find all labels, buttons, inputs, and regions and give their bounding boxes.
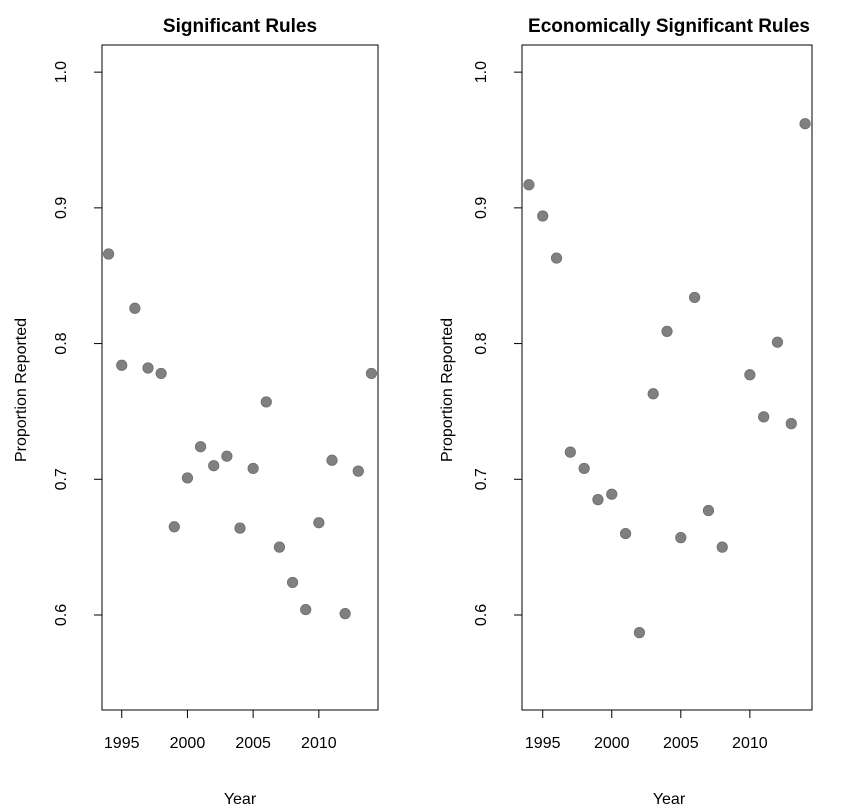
data-point xyxy=(550,252,563,264)
data-point xyxy=(142,362,154,374)
data-point xyxy=(619,527,632,540)
data-point xyxy=(716,541,728,553)
points xyxy=(523,118,811,639)
data-point xyxy=(675,532,687,544)
data-point xyxy=(758,411,770,423)
ticks: 1995 2000 2005 2010 0.6 0.7 0.8 0.9 1.0 xyxy=(53,61,337,752)
data-point xyxy=(785,418,797,430)
data-point xyxy=(689,291,701,304)
data-point xyxy=(523,179,535,191)
data-point xyxy=(606,488,618,500)
y-tick-label: 1.0 xyxy=(53,61,70,83)
data-point xyxy=(326,454,338,466)
y-tick-label: 0.6 xyxy=(473,604,490,626)
data-point xyxy=(273,541,286,553)
data-point xyxy=(247,462,259,475)
x-tick-label: 2010 xyxy=(732,735,768,752)
data-point xyxy=(116,359,128,371)
plot-frame xyxy=(101,44,379,711)
data-point xyxy=(286,576,299,589)
data-point xyxy=(744,369,756,381)
data-point xyxy=(661,325,673,337)
y-tick-label: 0.6 xyxy=(53,604,70,626)
ticks: 1995 2000 2005 2010 0.6 0.7 0.8 0.9 1.0 xyxy=(473,61,768,752)
data-point xyxy=(234,522,246,534)
y-tick-label: 0.7 xyxy=(53,468,70,490)
data-point xyxy=(647,388,659,400)
data-point xyxy=(352,465,364,477)
data-point xyxy=(702,504,715,517)
data-point xyxy=(564,446,576,458)
data-point xyxy=(129,302,141,314)
data-point xyxy=(181,472,194,484)
x-tick-label: 1995 xyxy=(104,735,140,752)
chart-title: Significant Rules xyxy=(163,16,317,37)
x-tick-label: 2000 xyxy=(170,735,206,752)
x-tick-label: 2010 xyxy=(301,735,337,752)
data-point xyxy=(208,460,220,472)
data-point xyxy=(221,450,233,462)
data-point xyxy=(260,396,272,408)
y-tick-label: 0.7 xyxy=(473,468,490,490)
x-tick-label: 1995 xyxy=(525,735,561,752)
panel-significant-rules: Significant Rules 1995 2000 2005 2010 0.6 0.7… xyxy=(13,16,379,806)
y-tick-label: 1.0 xyxy=(473,61,490,83)
data-point xyxy=(365,367,378,380)
chart-title: Economically Significant Rules xyxy=(528,16,810,37)
data-point xyxy=(633,627,645,639)
data-point xyxy=(771,336,784,348)
y-axis-label: Proportion Reported xyxy=(13,318,30,462)
x-tick-label: 2005 xyxy=(235,735,271,752)
data-point xyxy=(194,441,207,453)
data-point xyxy=(102,248,115,260)
x-tick-label: 2005 xyxy=(663,735,699,752)
data-point xyxy=(313,517,325,529)
plot-frame xyxy=(521,44,813,711)
data-point xyxy=(155,367,167,380)
y-tick-label: 0.9 xyxy=(473,197,490,219)
data-point xyxy=(339,608,351,620)
data-point xyxy=(578,462,590,475)
x-axis-label: Year xyxy=(224,791,257,806)
x-axis-label: Year xyxy=(653,791,686,806)
x-tick-label: 2000 xyxy=(594,735,630,752)
data-point xyxy=(537,210,549,222)
data-point xyxy=(300,603,312,616)
data-point xyxy=(592,494,604,506)
y-axis-label: Proportion Reported xyxy=(439,318,456,462)
y-tick-label: 0.9 xyxy=(53,197,70,219)
data-point xyxy=(168,521,180,533)
y-tick-label: 0.8 xyxy=(473,332,490,354)
y-tick-label: 0.8 xyxy=(53,332,70,354)
data-point xyxy=(799,118,811,130)
panel-economically-significant-rules: Economically Significant Rules 1995 2000 2… xyxy=(439,16,813,806)
points xyxy=(102,248,378,620)
